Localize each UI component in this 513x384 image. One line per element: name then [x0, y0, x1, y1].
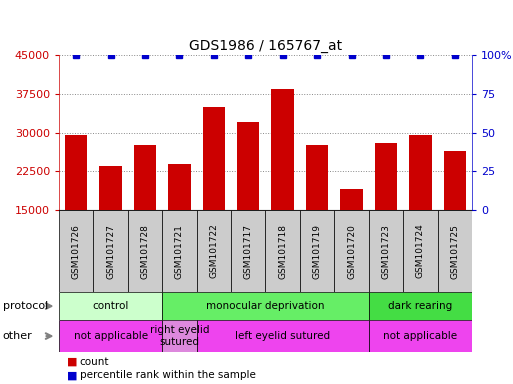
Text: GSM101724: GSM101724 [416, 224, 425, 278]
Bar [162, 320, 196, 352]
Text: GSM101726: GSM101726 [72, 223, 81, 278]
Bar [203, 107, 225, 288]
Text: GSM101720: GSM101720 [347, 223, 356, 278]
Bar [369, 292, 472, 320]
Text: left eyelid sutured: left eyelid sutured [235, 331, 330, 341]
Text: GSM101722: GSM101722 [209, 224, 219, 278]
Bar [374, 143, 397, 288]
Bar [168, 164, 191, 288]
Text: GSM101725: GSM101725 [450, 223, 459, 278]
Text: GSM101728: GSM101728 [141, 223, 149, 278]
Bar [65, 135, 87, 288]
Bar [265, 210, 300, 292]
Bar [237, 122, 260, 288]
Bar [196, 210, 231, 292]
Bar [438, 210, 472, 292]
Text: ■: ■ [67, 371, 77, 381]
Bar [134, 146, 156, 288]
Text: right eyelid
sutured: right eyelid sutured [150, 325, 209, 347]
Bar [444, 151, 466, 288]
Text: other: other [3, 331, 32, 341]
Text: GSM101721: GSM101721 [175, 223, 184, 278]
Text: GSM101718: GSM101718 [278, 223, 287, 278]
Bar [59, 210, 93, 292]
Bar [196, 320, 369, 352]
Bar [306, 146, 328, 288]
Bar [93, 210, 128, 292]
Bar [162, 292, 369, 320]
Text: not applicable: not applicable [73, 331, 148, 341]
Bar [231, 210, 266, 292]
Bar [409, 135, 431, 288]
Text: GSM101723: GSM101723 [382, 223, 390, 278]
Bar [300, 210, 334, 292]
Bar [369, 320, 472, 352]
Bar [403, 210, 438, 292]
Text: count: count [80, 357, 109, 367]
Text: protocol: protocol [3, 301, 48, 311]
Bar [162, 210, 196, 292]
Text: not applicable: not applicable [383, 331, 458, 341]
Bar [340, 189, 363, 288]
Bar [271, 89, 294, 288]
Bar [59, 292, 162, 320]
Text: control: control [92, 301, 129, 311]
Bar [100, 166, 122, 288]
Text: percentile rank within the sample: percentile rank within the sample [80, 371, 255, 381]
Text: GSM101717: GSM101717 [244, 223, 253, 278]
Text: dark rearing: dark rearing [388, 301, 452, 311]
Bar [59, 320, 162, 352]
Title: GDS1986 / 165767_at: GDS1986 / 165767_at [189, 39, 342, 53]
Text: GSM101727: GSM101727 [106, 223, 115, 278]
Bar [128, 210, 162, 292]
Bar [334, 210, 369, 292]
Text: monocular deprivation: monocular deprivation [206, 301, 325, 311]
Text: GSM101719: GSM101719 [312, 223, 322, 278]
Bar [369, 210, 403, 292]
Text: ■: ■ [67, 357, 77, 367]
